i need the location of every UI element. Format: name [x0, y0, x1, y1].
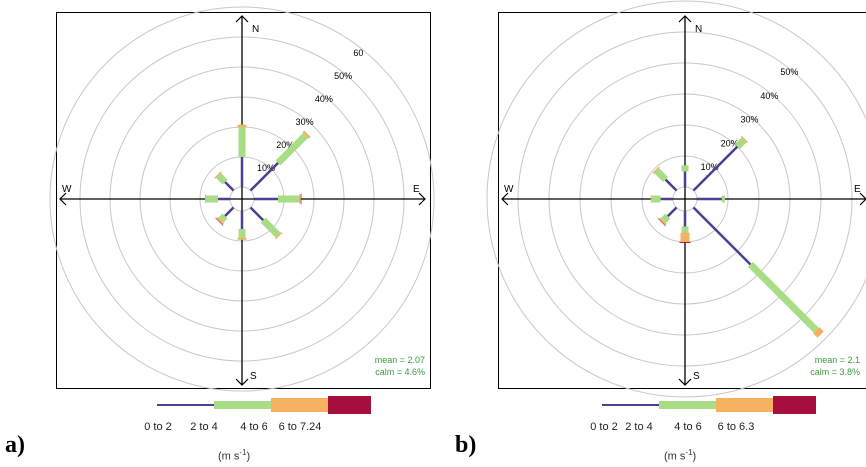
- compass-e-b: E: [854, 184, 861, 195]
- legend-label-a-1: 0 to 2: [144, 421, 172, 433]
- spoke-a-nw-bin1: [224, 181, 235, 192]
- stats-mean-b: mean = 2.1: [815, 355, 860, 365]
- arrow-w-a: [59, 192, 67, 206]
- spoke-b-nw-bin2: [654, 168, 669, 183]
- arrow-n-b: [678, 15, 692, 23]
- ring-label-a-4: 50%: [334, 71, 352, 81]
- legend-swatch-b-2: [659, 401, 716, 409]
- spoke-b-se-bin3: [813, 327, 824, 338]
- spoke-a-nw-bin2: [216, 173, 228, 185]
- spoke-b-se-bin1: [692, 206, 752, 266]
- legend-swatch-b-4: [773, 396, 816, 414]
- legend-swatch-b-1: [602, 404, 659, 406]
- units-label-a: (m s-1): [218, 448, 251, 463]
- spoke-a-ne-bin1: [249, 162, 279, 192]
- legend-label-a-4: 6 to 7.24: [279, 421, 322, 433]
- ring-label-a-0: 10%: [257, 163, 275, 173]
- spoke-a-se-bin1: [249, 206, 265, 222]
- spoke-a-sw-bin1: [224, 206, 235, 217]
- legend-swatch-a-2: [214, 401, 271, 409]
- ring-label-a-5: 60: [353, 48, 363, 58]
- spoke-b-nw-bin1: [664, 178, 678, 192]
- legend-swatch-a-1: [157, 404, 214, 406]
- legend-swatch-a-4: [328, 396, 371, 414]
- arrow-s-a: [235, 378, 249, 386]
- stats-calm-a: calm = 4.6%: [375, 367, 425, 377]
- arrow-e-a: [418, 192, 426, 206]
- legend-label-b-3: 4 to 6: [674, 421, 702, 433]
- ring-label-b-2: 30%: [740, 115, 758, 125]
- legend-label-b-4: 6 to 6.3: [718, 421, 755, 433]
- ring-label-a-1: 20%: [276, 140, 294, 150]
- compass-w-b: W: [504, 184, 514, 195]
- legend-label-a-3: 4 to 6: [240, 421, 268, 433]
- spoke-b-sw-bin2: [660, 213, 671, 224]
- legend-swatch-b-3: [716, 398, 773, 412]
- stats-mean-a: mean = 2.07: [375, 355, 425, 365]
- grid-ring-a-5: [49, 6, 435, 392]
- spoke-a-nw-bin3: [214, 171, 222, 179]
- grid-ring-b-outer: [486, 0, 866, 398]
- ring-label-b-1: 20%: [721, 138, 739, 148]
- compass-e-a: E: [413, 184, 420, 195]
- arrow-n-a: [235, 15, 249, 23]
- legend-label-b-2: 2 to 4: [625, 421, 653, 433]
- panel-label-a: a): [5, 432, 25, 458]
- arrow-w-b: [501, 192, 509, 206]
- compass-w-a: W: [62, 184, 72, 195]
- ring-label-b-4: 50%: [780, 67, 798, 77]
- spoke-b-ne-bin2: [734, 137, 747, 150]
- spoke-a-sw-bin2: [218, 213, 228, 223]
- legend-label-a-2: 2 to 4: [190, 421, 218, 433]
- spoke-a-se-bin3: [274, 231, 283, 240]
- spoke-b-sw-bin1: [666, 206, 678, 218]
- legend-swatch-a-3: [271, 398, 328, 412]
- units-label-b: (m s-1): [664, 448, 697, 463]
- spoke-a-se-bin2: [260, 217, 281, 238]
- spoke-b-nw-bin3: [652, 166, 660, 174]
- stats-calm-b: calm = 3.8%: [810, 367, 860, 377]
- ring-label-b-0: 10%: [701, 162, 719, 172]
- legend-label-b-1: 0 to 2: [590, 421, 618, 433]
- compass-n-a: N: [252, 24, 259, 35]
- panel-label-b: b): [455, 432, 477, 458]
- compass-s-b: S: [693, 371, 700, 382]
- compass-n-b: N: [695, 24, 702, 35]
- spoke-a-ne-bin3: [302, 130, 311, 139]
- compass-s-a: S: [250, 371, 257, 382]
- arrow-e-b: [859, 192, 866, 206]
- spoke-b-ne-bin1: [692, 145, 739, 192]
- spoke-b-ne-bin3: [740, 135, 749, 144]
- ring-label-b-3: 40%: [760, 91, 778, 101]
- spoke-b-sw-bin3: [658, 217, 667, 226]
- spoke-a-ne-bin2: [275, 132, 309, 166]
- arrow-s-b: [678, 378, 692, 386]
- spoke-a-sw-bin3: [216, 217, 224, 225]
- spoke-b-se-bin2: [748, 262, 819, 333]
- ring-label-a-2: 30%: [296, 117, 314, 127]
- ring-label-a-3: 40%: [315, 94, 333, 104]
